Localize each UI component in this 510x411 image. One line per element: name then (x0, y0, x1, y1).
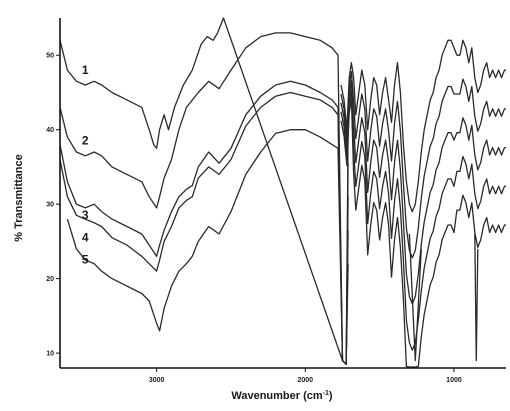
deep-band-2 (474, 233, 479, 362)
series-3-fingerprint-line (340, 79, 506, 305)
series-5-line (66, 129, 349, 365)
axes-layer (59, 18, 506, 369)
y-tick-label-10: 10 (46, 351, 54, 358)
curve-labels-layer: 1 2 3 4 5 (82, 63, 89, 267)
y-tick-label-40: 40 (46, 127, 54, 134)
series-layer (59, 17, 349, 365)
series-5-fingerprint-line (340, 97, 506, 368)
series-2-line (59, 32, 349, 365)
ticks-layer: 3000 2000 1000 10 20 30 40 50 (46, 53, 462, 384)
x-axis-label-sup: -1 (323, 390, 329, 397)
x-tick-label-3000: 3000 (149, 377, 165, 384)
y-tick-label-50: 50 (46, 53, 54, 60)
y-axis-label: % Transmittance (13, 154, 25, 241)
series-3-line (59, 80, 349, 365)
y-tick-label-20: 20 (46, 276, 54, 283)
curve-label-5: 5 (82, 253, 89, 267)
y-tick-label-30: 30 (46, 202, 54, 209)
series-4-line (59, 91, 349, 365)
deep-band-1 (408, 233, 422, 362)
x-tick-label-1000: 1000 (446, 377, 462, 384)
series-1-fingerprint-line (340, 39, 506, 213)
series-2-fingerprint-line (340, 70, 506, 259)
curve-label-3: 3 (82, 208, 89, 222)
fingerprint-layer (340, 39, 506, 368)
x-axis-label-main: Wavenumber (cm (231, 390, 323, 402)
curve-label-1: 1 (82, 63, 89, 77)
x-tick-label-2000: 2000 (298, 377, 314, 384)
series-1-line (59, 17, 349, 365)
x-axis-label-end: ) (329, 390, 333, 402)
curve-label-4: 4 (82, 230, 89, 244)
x-axis-label: Wavenumber (cm-1) (231, 390, 333, 402)
curve-label-2: 2 (82, 134, 89, 148)
series-4-fingerprint-line (340, 88, 506, 351)
